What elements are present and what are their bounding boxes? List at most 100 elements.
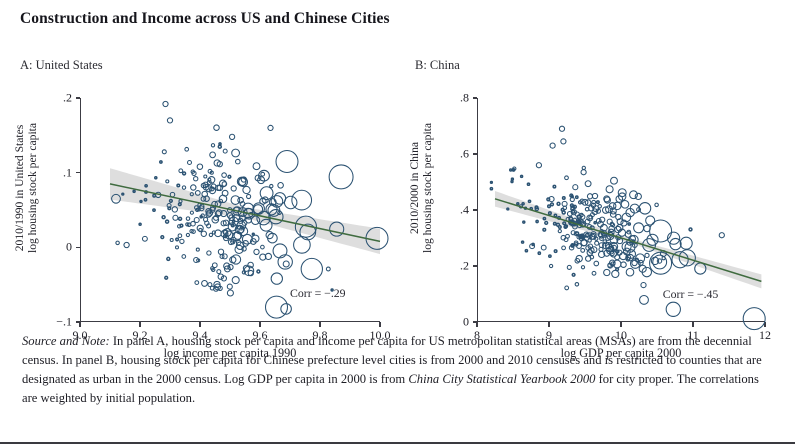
data-point bbox=[603, 195, 611, 203]
panel-a-correlation-annotation: Corr = −.29 bbox=[290, 285, 346, 300]
data-point bbox=[612, 259, 622, 269]
data-point bbox=[560, 207, 565, 212]
panel-b-y-tick-label: .4 bbox=[460, 202, 469, 217]
data-point bbox=[211, 262, 218, 269]
data-point bbox=[227, 263, 234, 271]
data-point bbox=[200, 230, 207, 237]
data-point bbox=[598, 242, 605, 248]
data-point bbox=[602, 241, 610, 250]
data-point bbox=[620, 219, 628, 227]
data-point bbox=[588, 215, 593, 220]
data-point bbox=[138, 222, 142, 226]
data-point bbox=[574, 242, 579, 247]
data-point bbox=[300, 257, 323, 281]
data-point bbox=[203, 216, 209, 223]
data-point bbox=[624, 231, 632, 238]
data-point bbox=[294, 215, 317, 238]
panel-a-x-tick-label: 9.6 bbox=[252, 328, 268, 342]
panel-a-label: A: United States bbox=[20, 58, 103, 72]
data-point bbox=[594, 240, 600, 246]
data-point bbox=[172, 214, 179, 221]
data-point bbox=[644, 252, 650, 259]
data-point bbox=[221, 181, 228, 187]
data-point bbox=[652, 254, 668, 270]
data-point bbox=[627, 222, 632, 226]
panel-b-y-tick bbox=[472, 265, 477, 267]
data-point bbox=[208, 232, 214, 238]
data-point bbox=[561, 245, 567, 251]
data-point bbox=[603, 196, 611, 204]
data-point bbox=[253, 248, 260, 256]
panel-b-y-axis-title-line1: log housing stock per capita bbox=[421, 122, 434, 254]
data-point bbox=[574, 282, 580, 287]
data-point bbox=[598, 246, 604, 252]
data-point bbox=[222, 228, 229, 235]
panel-b-x-tick bbox=[548, 322, 550, 327]
panel-a-data-points bbox=[111, 100, 389, 319]
data-point bbox=[227, 222, 237, 232]
data-point bbox=[615, 213, 622, 221]
panel-china: B: China log housing stock per capita 20… bbox=[395, 52, 795, 360]
data-point bbox=[227, 174, 232, 179]
data-point bbox=[171, 206, 179, 213]
data-point bbox=[169, 237, 174, 243]
data-point bbox=[270, 272, 283, 285]
data-point bbox=[246, 193, 252, 200]
panel-b-y-axis-title: log housing stock per capita 2010/2000 i… bbox=[403, 98, 439, 278]
data-point bbox=[206, 250, 212, 256]
data-point bbox=[259, 253, 267, 261]
data-point bbox=[161, 214, 166, 220]
data-point bbox=[510, 177, 515, 181]
data-point bbox=[599, 216, 606, 223]
data-point bbox=[590, 246, 598, 254]
panel-b-x-tick bbox=[692, 322, 694, 327]
data-point bbox=[231, 148, 241, 158]
data-point bbox=[574, 258, 581, 264]
data-point bbox=[620, 199, 630, 209]
data-point bbox=[252, 162, 261, 171]
panel-b-x-axis-line bbox=[477, 320, 765, 322]
data-point bbox=[579, 213, 586, 220]
data-point bbox=[329, 221, 345, 237]
data-point bbox=[638, 264, 647, 273]
data-point bbox=[265, 230, 274, 240]
panel-b-regression-line bbox=[494, 198, 762, 283]
data-point bbox=[293, 236, 311, 254]
data-point bbox=[569, 193, 574, 198]
data-point bbox=[154, 176, 158, 180]
data-point bbox=[571, 272, 576, 277]
data-point bbox=[620, 261, 627, 268]
data-point bbox=[580, 265, 586, 270]
data-point bbox=[607, 262, 614, 269]
data-point bbox=[635, 253, 646, 264]
data-point bbox=[570, 243, 575, 248]
data-point bbox=[260, 171, 266, 177]
panel-a-x-tick-label: 9.2 bbox=[132, 328, 148, 342]
data-point bbox=[625, 267, 635, 277]
data-point bbox=[190, 184, 197, 191]
data-point bbox=[591, 199, 597, 205]
data-point bbox=[193, 176, 199, 182]
data-point bbox=[240, 176, 247, 183]
data-point bbox=[583, 231, 590, 238]
data-point bbox=[161, 149, 167, 155]
data-point bbox=[535, 162, 543, 169]
data-point bbox=[547, 211, 552, 216]
data-point bbox=[205, 211, 212, 218]
data-point bbox=[580, 169, 587, 176]
data-point bbox=[519, 174, 524, 179]
data-point bbox=[516, 202, 520, 206]
data-point bbox=[251, 234, 260, 243]
data-point bbox=[654, 202, 659, 208]
data-point bbox=[235, 239, 242, 246]
data-point bbox=[553, 249, 558, 254]
panel-b-x-tick-label: 11 bbox=[687, 328, 699, 342]
data-point bbox=[546, 197, 551, 202]
data-point bbox=[185, 232, 191, 238]
data-point bbox=[597, 204, 602, 209]
panel-b-y-axis-title-line2: 2010/2000 in China bbox=[408, 141, 422, 235]
data-point bbox=[175, 237, 180, 242]
data-point bbox=[649, 251, 673, 275]
panel-b-y-tick bbox=[472, 97, 477, 99]
data-point bbox=[669, 237, 682, 251]
